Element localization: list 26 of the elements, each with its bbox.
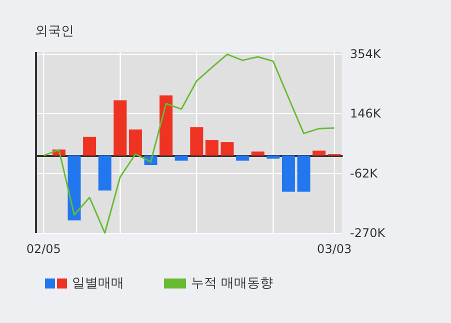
- bar: [68, 156, 81, 220]
- y-tick-label: -270K: [350, 226, 386, 240]
- legend-label: 누적 매매동향: [191, 276, 274, 291]
- bar: [220, 142, 234, 156]
- bar: [205, 140, 218, 156]
- x-tick-label: 02/05: [26, 242, 61, 256]
- x-tick-label: 03/03: [317, 242, 352, 256]
- legend-label: 일별매매: [72, 276, 124, 291]
- bar: [190, 127, 204, 156]
- bar: [297, 156, 310, 192]
- y-tick-label: 146K: [350, 106, 382, 121]
- bar: [251, 152, 264, 156]
- y-tick-label: 354K: [350, 47, 382, 62]
- bar: [160, 95, 173, 156]
- bar: [114, 100, 127, 156]
- bar: [98, 156, 112, 191]
- bar: [236, 156, 250, 161]
- chart-title: 외국인: [35, 24, 74, 39]
- bar: [174, 156, 188, 161]
- y-tick-label: -62K: [350, 166, 379, 180]
- bar: [266, 156, 280, 159]
- line-series: [42, 54, 336, 234]
- bar: [282, 156, 295, 192]
- bar: [312, 150, 326, 156]
- bar: [83, 136, 96, 156]
- bar: [128, 129, 142, 156]
